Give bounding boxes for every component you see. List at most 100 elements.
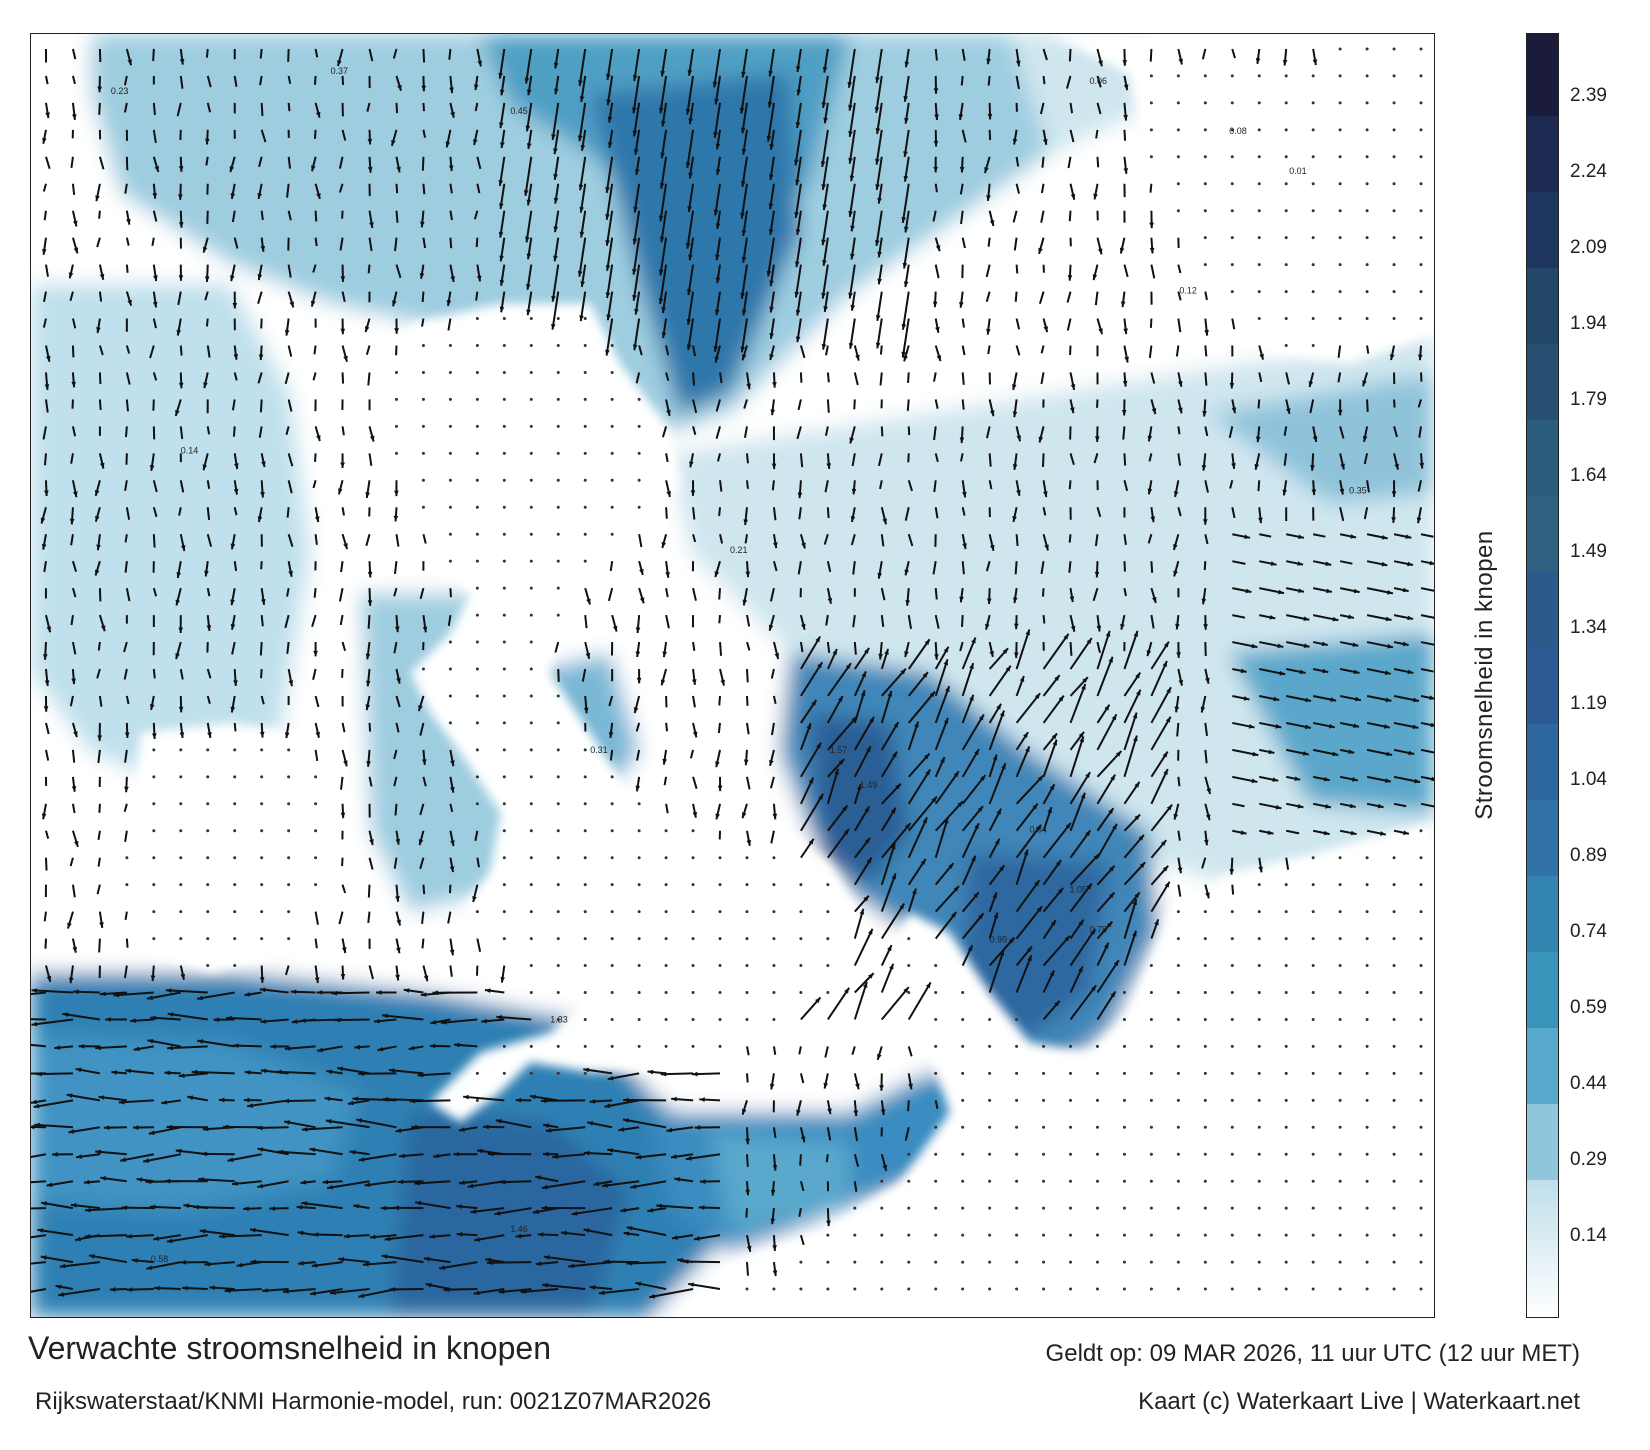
current-arrow-icon xyxy=(959,588,964,603)
current-arrow-icon xyxy=(499,291,506,313)
current-arrow-icon xyxy=(794,237,802,268)
calm-dot-icon xyxy=(206,775,210,779)
calm-dot-icon xyxy=(961,1044,965,1048)
current-arrow-icon xyxy=(961,774,987,805)
calm-dot-icon xyxy=(394,451,398,455)
current-arrow-icon xyxy=(94,560,101,576)
current-arrow-icon xyxy=(961,48,966,61)
current-arrow-icon xyxy=(314,965,320,984)
current-arrow-icon xyxy=(635,1281,667,1291)
speed-label: 0.35 xyxy=(1349,485,1366,495)
current-arrow-icon xyxy=(1204,345,1208,357)
current-arrow-icon xyxy=(986,183,991,201)
current-arrow-icon xyxy=(901,291,910,330)
calm-dot-icon xyxy=(1392,1125,1396,1129)
current-arrow-icon xyxy=(988,762,1007,805)
current-arrow-icon xyxy=(88,1254,128,1264)
current-arrow-icon xyxy=(821,156,829,191)
current-arrow-icon xyxy=(124,749,128,763)
calm-dot-icon xyxy=(637,478,641,482)
current-arrow-icon xyxy=(1011,372,1018,391)
current-arrow-icon xyxy=(1069,637,1093,670)
current-arrow-icon xyxy=(826,695,844,724)
current-arrow-icon xyxy=(349,1149,370,1156)
current-arrow-icon xyxy=(45,830,50,839)
calm-dot-icon xyxy=(1284,74,1288,78)
calm-dot-icon xyxy=(1203,1233,1207,1237)
calm-dot-icon xyxy=(502,451,506,455)
current-arrow-icon xyxy=(340,561,344,573)
current-arrow-icon xyxy=(55,1284,74,1291)
current-arrow-icon xyxy=(152,534,156,548)
current-arrow-icon xyxy=(1418,426,1423,438)
current-arrow-icon xyxy=(633,183,641,213)
current-arrow-icon xyxy=(1259,829,1274,835)
calm-dot-icon xyxy=(1230,1098,1234,1102)
calm-dot-icon xyxy=(988,1017,992,1021)
calm-dot-icon xyxy=(1338,883,1342,887)
current-arrow-icon xyxy=(988,641,994,658)
current-arrow-icon xyxy=(745,614,751,627)
calm-dot-icon xyxy=(260,937,264,941)
current-arrow-icon xyxy=(202,453,209,471)
current-arrow-icon xyxy=(353,1204,370,1210)
current-arrow-icon xyxy=(988,703,1002,724)
calm-dot-icon xyxy=(1338,128,1342,132)
current-arrow-icon xyxy=(692,776,698,789)
calm-dot-icon xyxy=(583,370,587,374)
current-arrow-icon xyxy=(152,210,158,222)
current-arrow-icon xyxy=(589,1099,613,1104)
current-arrow-icon xyxy=(605,183,614,220)
current-arrow-icon xyxy=(1040,372,1045,385)
current-arrow-icon xyxy=(632,318,641,351)
current-arrow-icon xyxy=(632,210,641,245)
colorbar-tick-label: 2.39 xyxy=(1570,85,1607,106)
calm-dot-icon xyxy=(475,721,479,725)
current-arrow-icon xyxy=(1013,615,1019,630)
current-arrow-icon xyxy=(772,1127,777,1139)
current-arrow-icon xyxy=(449,830,455,847)
current-arrow-icon xyxy=(1150,641,1170,670)
calm-dot-icon xyxy=(529,937,533,941)
current-arrow-icon xyxy=(381,1254,424,1264)
current-arrow-icon xyxy=(772,534,778,549)
calm-dot-icon xyxy=(502,505,506,509)
current-arrow-icon xyxy=(715,156,722,176)
current-arrow-icon xyxy=(1420,721,1434,728)
current-arrow-icon xyxy=(449,264,455,283)
current-arrow-icon xyxy=(123,75,128,86)
current-arrow-icon xyxy=(1038,237,1045,255)
calm-dot-icon xyxy=(1365,128,1369,132)
calm-dot-icon xyxy=(1311,236,1315,240)
current-arrow-icon xyxy=(961,891,980,913)
current-arrow-icon xyxy=(961,561,965,575)
calm-dot-icon xyxy=(1365,290,1369,294)
current-arrow-icon xyxy=(823,102,829,124)
current-arrow-icon xyxy=(474,102,479,112)
calm-dot-icon xyxy=(1122,991,1126,995)
current-arrow-icon xyxy=(286,587,290,597)
calm-dot-icon xyxy=(1203,128,1207,132)
calm-dot-icon xyxy=(961,1287,965,1291)
current-arrow-icon xyxy=(1366,668,1391,676)
current-arrow-icon xyxy=(1231,507,1236,519)
calm-dot-icon xyxy=(1419,1125,1423,1129)
current-arrow-icon xyxy=(800,635,822,670)
current-arrow-icon xyxy=(823,291,829,313)
calm-dot-icon xyxy=(1365,236,1369,240)
current-arrow-icon xyxy=(287,156,292,169)
current-arrow-icon xyxy=(1362,426,1369,443)
current-arrow-icon xyxy=(772,1235,777,1251)
current-arrow-icon xyxy=(1339,775,1359,782)
current-arrow-icon xyxy=(1231,48,1236,59)
current-arrow-icon xyxy=(499,237,506,262)
calm-dot-icon xyxy=(1392,1260,1396,1264)
current-arrow-icon xyxy=(772,507,777,521)
speed-label: 0.08 xyxy=(1229,126,1246,136)
calm-dot-icon xyxy=(1311,1260,1315,1264)
current-arrow-icon xyxy=(1312,426,1318,443)
current-arrow-icon xyxy=(347,1099,370,1106)
current-arrow-icon xyxy=(178,507,182,516)
calm-dot-icon xyxy=(691,991,695,995)
calm-dot-icon xyxy=(1257,1152,1261,1156)
